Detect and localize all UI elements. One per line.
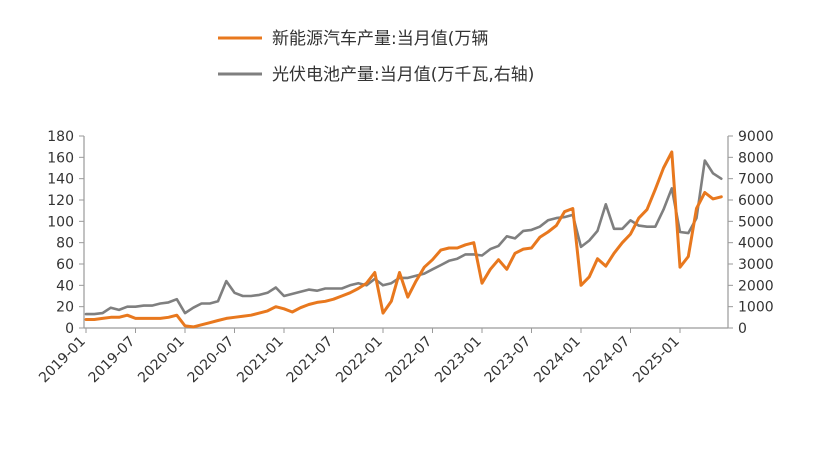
x-tick-label: 2023-07: [482, 334, 535, 387]
y-right-ticks: 0 1000 2000 3000 4000 5000 6000 7000 8000 9000: [728, 129, 774, 337]
y-right-tick-label: 1000: [738, 300, 774, 316]
y-left-ticks: 0 20 40 60 80 100 120 140 160 180: [47, 129, 84, 337]
y-right-tick-label: 8000: [738, 150, 774, 166]
x-tick-label: 2019-01: [36, 334, 89, 387]
x-tick-label: 2020-07: [185, 334, 238, 387]
y-right-tick-label: 9000: [738, 129, 774, 145]
x-tick-label: 2025-01: [630, 334, 683, 387]
y-right-tick-label: 3000: [738, 257, 774, 273]
series-group: [84, 150, 723, 329]
series-line-ev: [84, 150, 723, 329]
legend: 新能源汽车产量:当月值(万辆 光伏电池产量:当月值(万千瓦,右轴): [218, 29, 534, 85]
y-left-tick-label: 0: [65, 321, 74, 337]
x-tick-label: 2021-07: [284, 334, 337, 387]
x-ticks: 2019-012019-072020-012020-072021-012021-…: [36, 328, 683, 386]
y-right-tick-label: 4000: [738, 236, 774, 252]
x-tick-label: 2023-01: [432, 334, 485, 387]
plot-area: 0 20 40 60 80 100 120 140 160 180 0 1000 2000 3000 40…: [36, 129, 773, 386]
x-tick-label: 2022-01: [333, 334, 386, 387]
y-right-tick-label: 5000: [738, 214, 774, 230]
y-left-tick-label: 20: [56, 300, 74, 316]
y-left-tick-label: 60: [56, 257, 74, 273]
y-left-tick-label: 160: [47, 150, 74, 166]
y-left-tick-label: 120: [47, 193, 74, 209]
y-left-tick-label: 80: [56, 236, 74, 252]
legend-label-ev: 新能源汽车产量:当月值(万辆: [272, 29, 488, 49]
y-right-tick-label: 7000: [738, 172, 774, 188]
x-tick-label: 2020-01: [135, 334, 188, 387]
y-left-tick-label: 140: [47, 172, 74, 188]
y-left-tick-label: 180: [47, 129, 74, 145]
legend-label-pv: 光伏电池产量:当月值(万千瓦,右轴): [272, 65, 534, 85]
y-right-tick-label: 2000: [738, 278, 774, 294]
x-tick-label: 2022-07: [383, 334, 436, 387]
y-left-tick-label: 40: [56, 278, 74, 294]
x-tick-label: 2019-07: [86, 334, 139, 387]
y-left-tick-label: 100: [47, 214, 74, 230]
x-tick-label: 2024-01: [531, 334, 584, 387]
x-tick-label: 2024-07: [581, 334, 634, 387]
series-line-pv: [84, 159, 723, 316]
x-tick-label: 2021-01: [234, 334, 287, 387]
y-right-tick-label: 6000: [738, 193, 774, 209]
y-right-tick-label: 0: [738, 321, 747, 337]
